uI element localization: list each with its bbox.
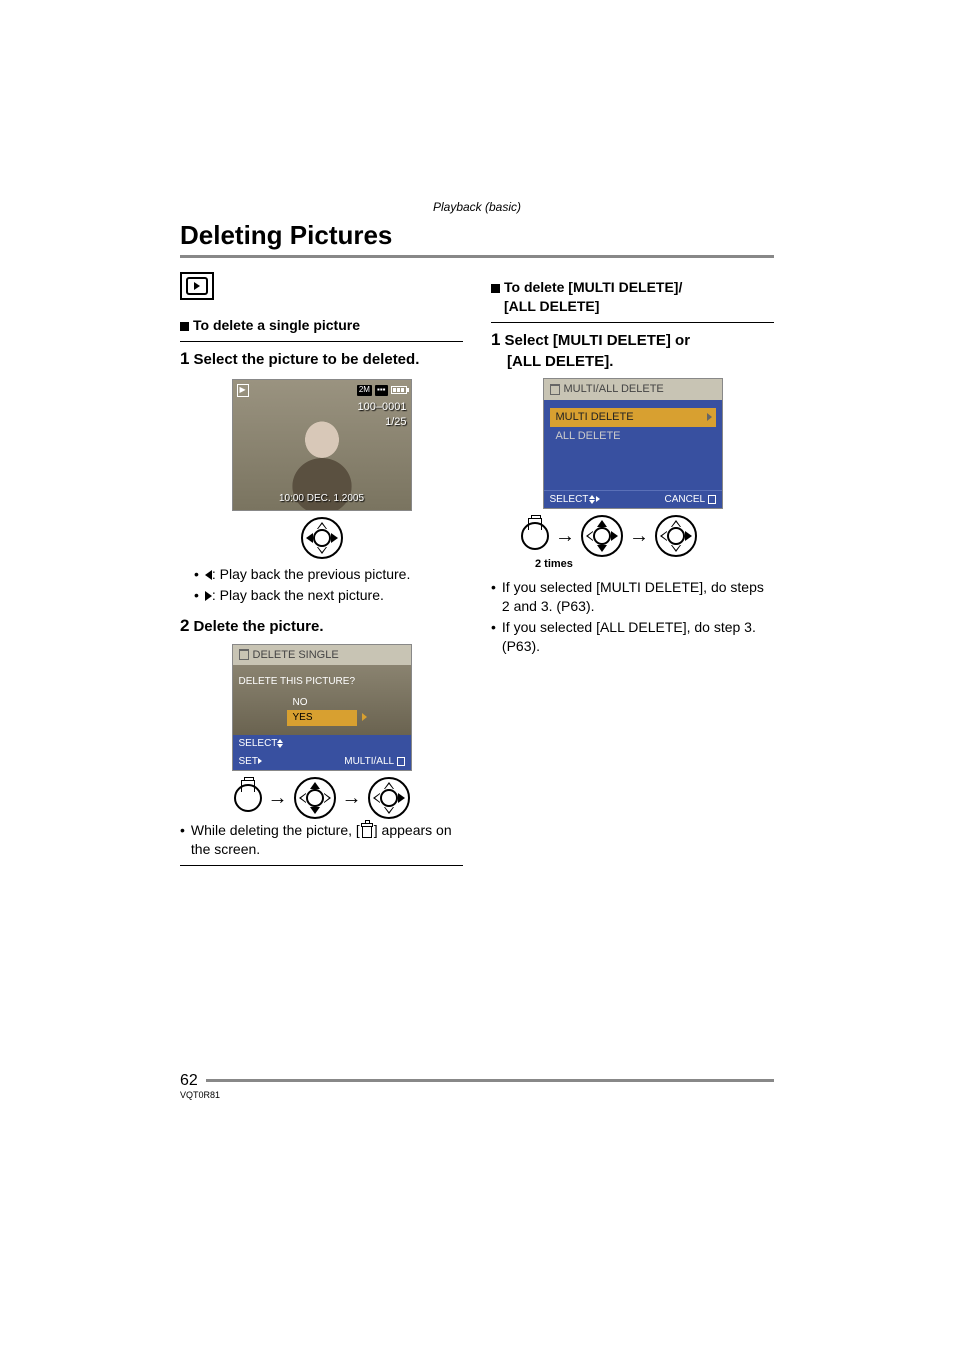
button-sequence: → → <box>180 777 463 819</box>
nav-prev-note: •: Play back the previous picture. <box>194 565 463 584</box>
trash-icon <box>239 649 249 660</box>
page-footer: 62 VQT0R81 <box>180 1072 774 1100</box>
caption-2-times: 2 times <box>535 557 774 572</box>
folder-number: 100–0001 <box>358 400 407 415</box>
step-1-heading-right: 1Select [MULTI DELETE] or [ALL DELETE]. <box>491 329 774 372</box>
foot-select: SELECT <box>239 737 284 751</box>
arrow-icon: → <box>342 785 362 812</box>
trash-button-icon <box>234 784 262 812</box>
right-column: To delete [MULTI DELETE]/ [ALL DELETE] 1… <box>491 272 774 872</box>
note-multi: •If you selected [MULTI DELETE], do step… <box>491 578 774 616</box>
step-1-heading: 1Select the picture to be deleted. <box>180 348 463 371</box>
arrow-icon: → <box>268 785 288 812</box>
option-yes: YES <box>287 710 357 726</box>
rule <box>491 322 774 323</box>
foot-set: SET <box>239 755 262 769</box>
title-rule <box>180 255 774 258</box>
dpad-icon <box>655 515 697 557</box>
left-column: To delete a single picture 1Select the p… <box>180 272 463 872</box>
foot-cancel: CANCEL <box>665 493 716 507</box>
playback-mode-icon <box>180 272 214 300</box>
dpad-icon <box>368 777 410 819</box>
dpad-icon <box>294 777 336 819</box>
arrow-icon: → <box>555 523 575 550</box>
foot-select: SELECT <box>550 493 601 507</box>
foot-multiall: MULTI/ALL <box>344 755 404 769</box>
delete-confirm-screen: DELETE SINGLE DELETE THIS PICTURE? NO YE… <box>232 644 412 772</box>
menu-item-all-delete: ALL DELETE <box>550 427 716 446</box>
timestamp: 10:00 DEC. 1.2005 <box>233 492 411 506</box>
button-sequence: → → <box>521 515 774 557</box>
play-indicator-icon: ▶ <box>237 384 249 397</box>
trash-button-icon <box>521 522 549 550</box>
dpad-icon <box>301 517 343 559</box>
arrow-icon: → <box>629 523 649 550</box>
multi-delete-menu-screen: MULTI/ALL DELETE MULTI DELETE ALL DELETE… <box>543 378 723 509</box>
subhead-single-delete: To delete a single picture <box>180 316 463 335</box>
menu-item-multi-delete: MULTI DELETE <box>550 408 716 427</box>
dpad-icon <box>581 515 623 557</box>
resolution-badge: 2M <box>357 385 372 396</box>
deleting-note: • While deleting the picture, [] appears… <box>180 821 463 859</box>
page-title: Deleting Pictures <box>180 220 774 251</box>
nav-next-note: •: Play back the next picture. <box>194 586 463 605</box>
subhead-multi-delete: To delete [MULTI DELETE]/ [ALL DELETE] <box>491 278 774 316</box>
quality-icon: ▪▪▪ <box>375 385 388 396</box>
confirm-question: DELETE THIS PICTURE? <box>239 675 405 689</box>
note-all: •If you selected [ALL DELETE], do step 3… <box>491 618 774 656</box>
rule <box>180 341 463 342</box>
page-number: 62 <box>180 1072 198 1090</box>
option-no: NO <box>287 695 357 711</box>
battery-icon <box>391 386 407 394</box>
trash-icon <box>362 826 372 838</box>
step-2-heading: 2Delete the picture. <box>180 615 463 638</box>
rule <box>180 865 463 866</box>
playback-screen: ▶ 2M ▪▪▪ 100–0001 1/25 10:00 DEC. 1.2005 <box>232 379 412 511</box>
section-header: Playback (basic) <box>180 200 774 214</box>
trash-icon <box>550 384 560 395</box>
picture-counter: 1/25 <box>358 415 407 430</box>
doc-code: VQT0R81 <box>180 1090 774 1100</box>
